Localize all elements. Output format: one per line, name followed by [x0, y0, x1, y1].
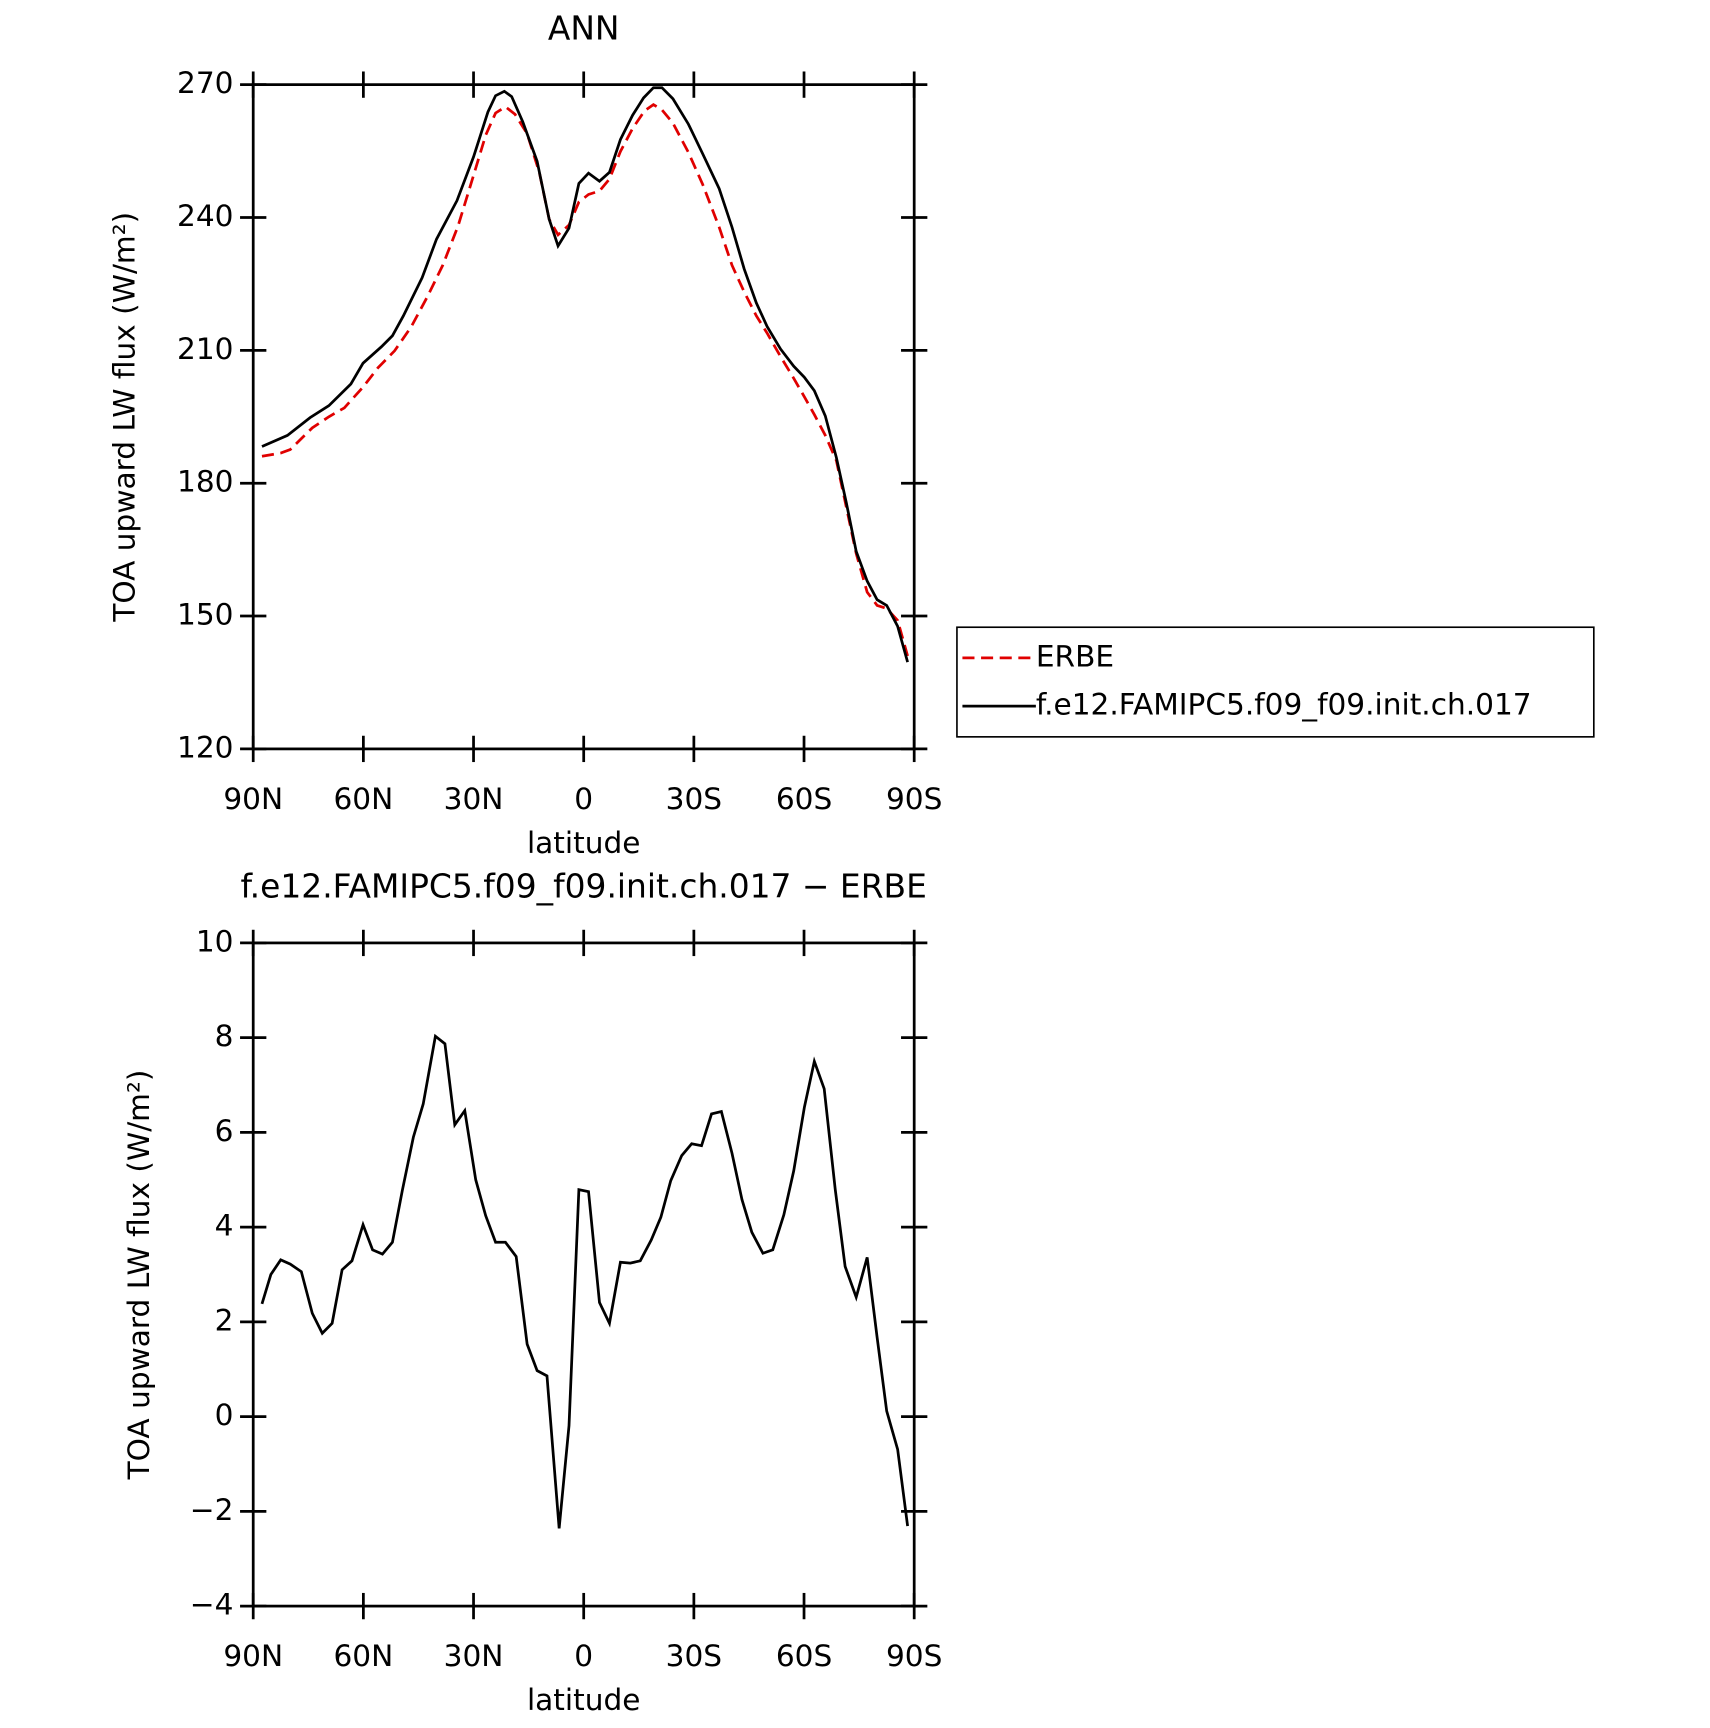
- y-axis-label: TOA upward LW flux (W/m²): [108, 212, 142, 623]
- y-tick-label: 6: [215, 1114, 234, 1148]
- plot-frame: [251, 941, 916, 1608]
- x-tick-label: 90S: [886, 782, 942, 816]
- y-tick-label: 270: [177, 66, 233, 100]
- x-tick-label: 30S: [666, 1639, 722, 1673]
- y-tick-label: 120: [177, 730, 233, 764]
- legend-box: [956, 626, 1595, 738]
- x-tick-label: 90N: [223, 782, 283, 816]
- y-tick-label: −2: [190, 1493, 234, 1527]
- y-axis-label: TOA upward LW flux (W/m²): [122, 1070, 156, 1481]
- y-tick-label: 8: [215, 1019, 234, 1053]
- x-tick-label: 30N: [444, 782, 504, 816]
- x-tick-label: 90N: [223, 1639, 283, 1673]
- x-tick-label: 90S: [886, 1639, 942, 1673]
- y-tick-label: 0: [215, 1398, 234, 1432]
- y-tick-label: 150: [177, 598, 233, 632]
- y-tick-label: −4: [190, 1588, 234, 1622]
- y-tick-label: 240: [177, 199, 233, 233]
- x-axis-label: latitude: [527, 826, 640, 860]
- x-axis-label: latitude: [527, 1683, 640, 1717]
- y-tick-label: 180: [177, 465, 233, 499]
- x-tick-label: 30N: [444, 1639, 504, 1673]
- legend-label: f.e12.FAMIPC5.f09_f09.init.ch.017: [1036, 688, 1532, 722]
- series-line: [261, 102, 909, 657]
- x-tick-label: 60N: [333, 1639, 393, 1673]
- series-line: [261, 86, 909, 663]
- chart-title: f.e12.FAMIPC5.f09_f09.init.ch.017 − ERBE: [241, 867, 927, 906]
- y-tick-label: 10: [196, 924, 234, 958]
- y-tick-label: 210: [177, 332, 233, 366]
- x-tick-label: 60S: [776, 782, 832, 816]
- x-tick-label: 30S: [666, 782, 722, 816]
- x-tick-label: 0: [574, 782, 593, 816]
- x-tick-label: 60N: [333, 782, 393, 816]
- x-tick-label: 0: [574, 1639, 593, 1673]
- series-line: [260, 1033, 909, 1529]
- chart-title: ANN: [548, 8, 620, 47]
- x-tick-label: 60S: [776, 1639, 832, 1673]
- y-tick-label: 2: [215, 1303, 234, 1337]
- y-tick-label: 4: [215, 1209, 234, 1243]
- legend-label: ERBE: [1036, 639, 1114, 673]
